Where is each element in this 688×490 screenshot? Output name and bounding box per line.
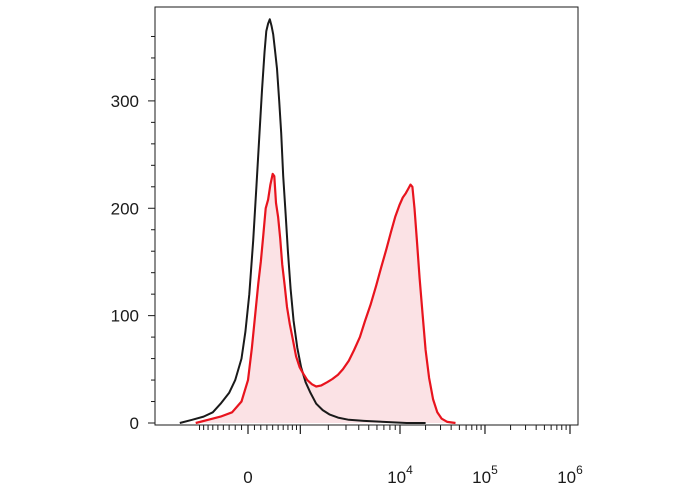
x-tick-label: 104 bbox=[387, 463, 413, 487]
series-layer bbox=[179, 18, 456, 425]
y-tick-label: 100 bbox=[111, 307, 139, 326]
series-line-1 bbox=[195, 172, 456, 425]
y-axis: 0 100 200 300 bbox=[111, 92, 155, 433]
y-tick-label: 300 bbox=[111, 92, 139, 111]
x-tick-label: 106 bbox=[557, 463, 583, 487]
series-area-1 bbox=[195, 173, 456, 423]
y-tick-label: 0 bbox=[130, 414, 139, 433]
series-line-0 bbox=[179, 18, 426, 424]
x-axis: 0 104 105 106 bbox=[243, 425, 583, 487]
x-tick-label: 0 bbox=[243, 468, 252, 487]
y-tick-label: 200 bbox=[111, 199, 139, 218]
x-tick-label: 105 bbox=[472, 463, 498, 487]
y-minor-ticks bbox=[151, 35, 155, 403]
plot-frame bbox=[154, 6, 579, 426]
x-minor-ticks bbox=[199, 425, 567, 430]
